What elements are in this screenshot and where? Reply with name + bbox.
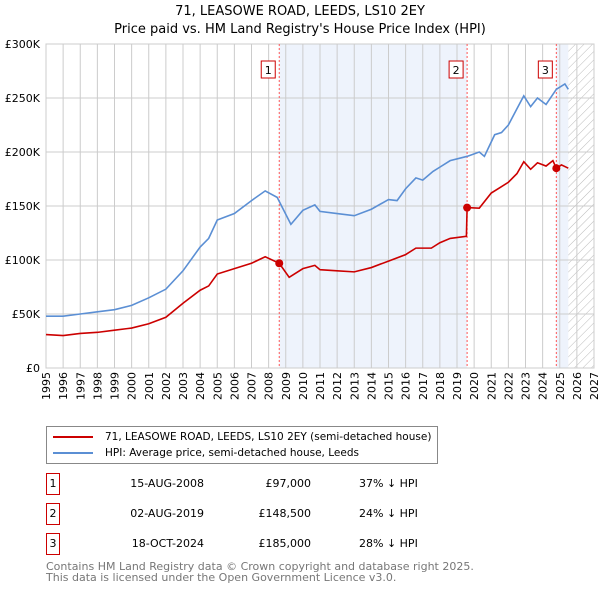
transaction-date: 15-AUG-2008 [130,477,204,490]
plot-border [45,43,595,369]
marker-label: 2 [453,64,460,77]
marker-label-box [537,60,553,79]
sale-point [552,164,561,173]
marker-badge: 1 [46,473,60,495]
marker-badge: 2 [46,503,60,525]
legend-item-property: 71, LEASOWE ROAD, LEEDS, LS10 2EY (semi-… [53,430,431,444]
x-tick-label: 2011 [314,372,327,400]
x-tick-label: 2015 [383,372,396,400]
y-tick-label: £0 [26,362,40,375]
x-tick-label: 2022 [502,372,515,400]
marker-label-box [260,60,276,79]
marker-label: 1 [265,64,272,77]
chart-title: 71, LEASOWE ROAD, LEEDS, LS10 2EY [175,4,425,19]
x-tick-label: 2012 [331,372,344,400]
x-tick-label: 2023 [520,372,533,400]
y-tick-label: £50K [12,308,41,321]
y-tick-label: £150K [5,200,41,213]
x-tick-label: 1997 [74,372,87,400]
price-chart: 1995 1996 1997 1998 1999 2000 2001 2002 2003 2004… [5,38,600,400]
x-tick-label: 2013 [348,372,361,400]
sale-point [463,203,472,212]
transaction-date: 02-AUG-2019 [130,507,204,520]
footer-licence: This data is licensed under the Open Gov… [46,571,397,584]
x-tick-label: 2005 [211,372,224,400]
x-tick-label: 2009 [280,372,293,400]
x-tick-label: 2004 [194,372,207,400]
x-tick-label: 2008 [263,372,276,400]
blue-line-swatch [53,452,93,454]
marker-badge: 3 [46,533,60,555]
transaction-price: £185,000 [258,537,312,550]
x-tick-label: 2021 [485,372,498,400]
x-tick-label: 2014 [365,372,378,400]
transaction-hpi-diff: 37% ↓ HPI [359,477,418,490]
x-tick-label: 1999 [109,372,122,400]
x-tick-label: 2017 [417,372,430,400]
transaction-price: £97,000 [265,477,312,490]
transaction-hpi-diff: 24% ↓ HPI [359,507,418,520]
x-tick-label: 2016 [400,372,413,400]
x-tick-label: 2002 [160,372,173,400]
x-tick-label: 1998 [91,372,104,400]
x-tick-label: 2006 [228,372,241,400]
x-tick-label: 2000 [126,372,139,400]
transaction-row: 1 15-AUG-2008 £97,000 37% ↓ HPI [46,473,446,495]
chart-subtitle: Price paid vs. HM Land Registry's House … [114,22,486,37]
transaction-row: 2 02-AUG-2019 £148,500 24% ↓ HPI [46,503,446,525]
legend-label-property: 71, LEASOWE ROAD, LEEDS, LS10 2EY (semi-… [105,431,432,443]
transaction-date: 18-OCT-2024 [131,537,204,550]
x-tick-label: 2020 [468,372,481,400]
x-tick-label: 2018 [434,372,447,400]
red-line-swatch [53,436,93,438]
property-price-line [45,159,569,337]
x-tick-label: 2001 [143,372,156,400]
legend: 71, LEASOWE ROAD, LEEDS, LS10 2EY (semi-… [46,426,438,464]
footer-copyright: Contains HM Land Registry data © Crown c… [46,560,474,573]
hpi-line [46,82,569,317]
marker-label: 3 [542,64,549,77]
transaction-row: 3 18-OCT-2024 £185,000 28% ↓ HPI [46,533,446,555]
y-tick-label: £100K [5,254,41,267]
y-tick-label: £300K [5,38,41,51]
sale-point [275,259,284,268]
x-tick-label: 2025 [554,372,567,400]
x-tick-label: 2010 [297,372,310,400]
x-tick-label: 2024 [537,372,550,400]
x-tick-label: 2027 [588,372,600,400]
transaction-hpi-diff: 28% ↓ HPI [359,537,418,550]
legend-label-hpi: HPI: Average price, semi-detached house,… [105,447,359,459]
y-tick-label: £250K [5,92,41,105]
x-tick-label: 2026 [571,372,584,400]
x-tick-label: 2007 [246,372,259,400]
transaction-price: £148,500 [258,507,312,520]
x-tick-label: 1996 [57,372,70,400]
marker-label-box [448,60,464,79]
x-tick-label: 2019 [451,372,464,400]
y-tick-label: £200K [5,146,41,159]
x-tick-label: 2003 [177,372,190,400]
x-tick-label: 1995 [40,372,53,400]
legend-item-hpi: HPI: Average price, semi-detached house,… [53,446,359,460]
